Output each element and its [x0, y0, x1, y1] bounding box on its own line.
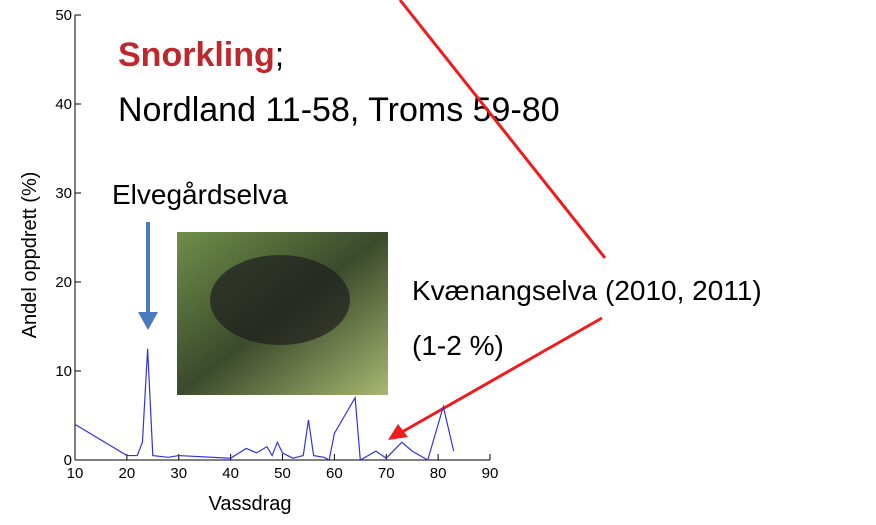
- x-tick-label: 40: [222, 465, 239, 482]
- subtitle: Nordland 11-58, Troms 59-80: [118, 91, 560, 129]
- x-tick-label: 50: [274, 465, 291, 482]
- x-tick-label: 90: [482, 465, 499, 482]
- title-end: ;: [275, 36, 284, 74]
- y-tick-label: 50: [55, 7, 72, 24]
- annotation: Kvænangselva (2010, 2011): [412, 275, 762, 306]
- x-tick-label: 30: [170, 465, 187, 482]
- x-tick-label: 70: [378, 465, 395, 482]
- arrow: [401, 316, 603, 434]
- x-tick-label: 10: [67, 465, 84, 482]
- title-bold: Snorkling: [118, 36, 275, 74]
- y-tick-label: 10: [55, 363, 72, 380]
- x-tick-label: 20: [119, 465, 136, 482]
- y-axis-label: Andel oppdrett (%): [19, 172, 41, 339]
- arrow-head: [388, 424, 408, 440]
- photo-detail: [210, 255, 350, 345]
- x-tick-label: 80: [430, 465, 447, 482]
- y-tick-label: 0: [64, 452, 72, 469]
- x-tick-label: 60: [326, 465, 343, 482]
- y-tick-label: 20: [55, 274, 72, 291]
- pointer-line: [398, 0, 607, 259]
- title: Snorkling;: [118, 36, 284, 74]
- annotation: Elvegårdselva: [112, 179, 288, 210]
- arrow-head: [138, 312, 158, 330]
- x-axis-label: Vassdrag: [208, 493, 291, 515]
- y-tick-label: 30: [55, 185, 72, 202]
- y-tick-label: 40: [55, 96, 72, 113]
- annotation: (1-2 %): [412, 330, 504, 361]
- data-line: [74, 348, 455, 461]
